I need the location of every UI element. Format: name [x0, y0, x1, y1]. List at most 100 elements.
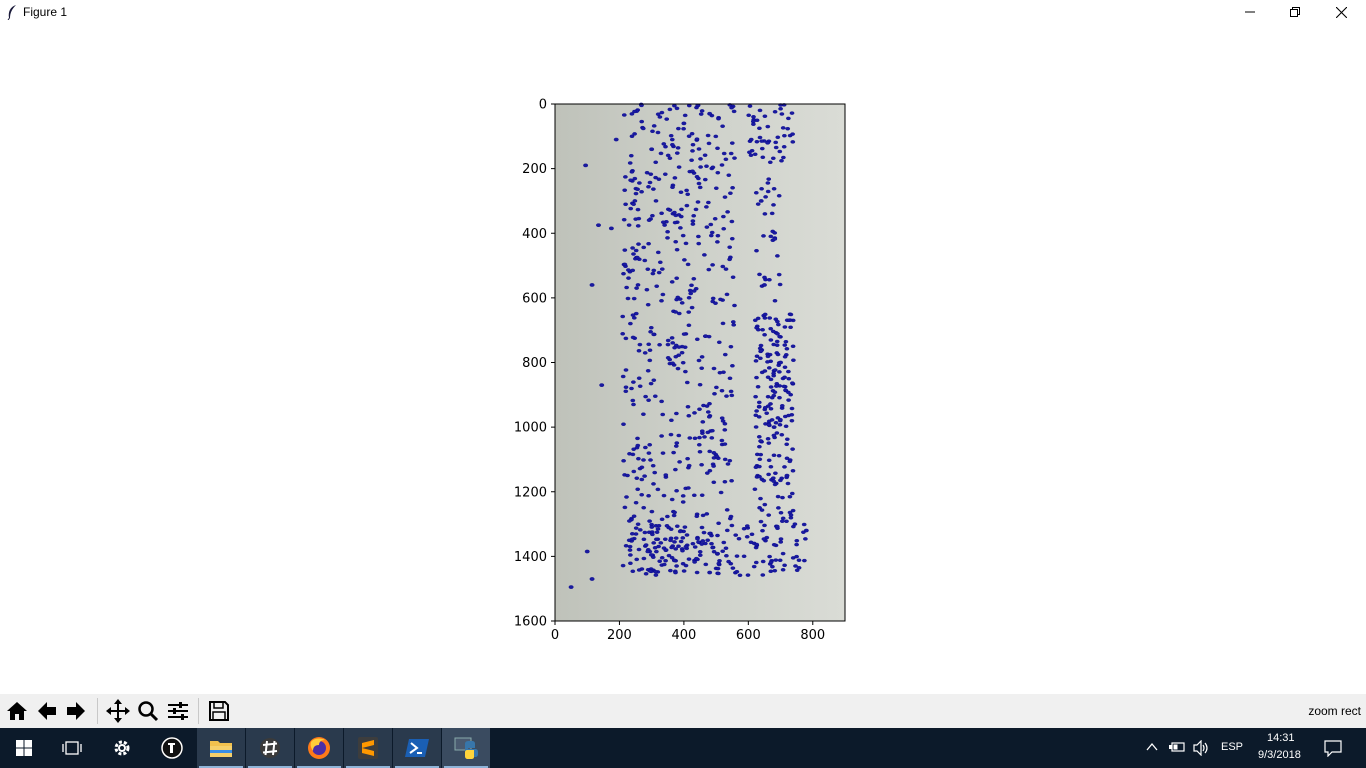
- seed-marker: [636, 457, 641, 461]
- seed-marker: [778, 478, 783, 483]
- seed-marker: [686, 323, 692, 327]
- seed-marker: [775, 416, 781, 420]
- seed-marker: [664, 524, 670, 528]
- seed-marker: [635, 224, 641, 228]
- seed-marker: [728, 562, 734, 566]
- seed-marker: [635, 187, 640, 192]
- seed-marker: [627, 161, 633, 165]
- seed-marker: [714, 186, 719, 190]
- seed-marker: [630, 246, 635, 250]
- seed-marker: [654, 537, 659, 541]
- seed-marker: [599, 383, 605, 387]
- seed-marker: [672, 558, 677, 563]
- seed-marker: [717, 340, 722, 344]
- feather-icon: [7, 5, 16, 20]
- seed-marker: [635, 283, 641, 287]
- show-hidden-icons-icon[interactable]: [1146, 742, 1158, 752]
- pan-button[interactable]: [104, 697, 131, 725]
- seed-marker: [697, 407, 702, 411]
- forward-button[interactable]: [62, 697, 89, 725]
- seed-marker: [674, 276, 680, 280]
- seed-marker: [673, 213, 679, 218]
- seed-marker: [724, 508, 730, 512]
- action-center-icon[interactable]: [1324, 739, 1342, 757]
- seed-marker: [759, 508, 765, 512]
- seed-marker: [673, 240, 679, 244]
- toolbar-separator: [97, 698, 98, 724]
- restore-button[interactable]: [1272, 0, 1318, 24]
- seed-marker: [635, 255, 640, 260]
- seed-marker: [786, 116, 791, 121]
- seed-marker: [762, 283, 767, 287]
- seed-marker: [636, 242, 641, 246]
- seed-marker: [665, 514, 670, 519]
- seed-marker: [767, 554, 772, 559]
- seed-marker: [635, 487, 641, 491]
- slack-icon: [260, 738, 280, 758]
- seed-marker: [686, 486, 691, 490]
- minimize-button[interactable]: [1227, 0, 1273, 24]
- seed-marker: [662, 562, 667, 567]
- taskbar-sublime-text[interactable]: [344, 728, 392, 768]
- task-view-button[interactable]: [48, 728, 96, 768]
- y-tick-label: 800: [522, 356, 547, 371]
- seed-marker: [786, 318, 792, 322]
- seed-marker: [722, 442, 728, 446]
- configure-subplots-button[interactable]: [164, 697, 191, 725]
- taskbar-inkscape[interactable]: [148, 728, 196, 768]
- zoom-button[interactable]: [134, 697, 161, 725]
- battery-icon[interactable]: [1168, 740, 1186, 754]
- taskbar-file-explorer[interactable]: [197, 728, 245, 768]
- seed-marker: [723, 267, 729, 271]
- taskbar-python[interactable]: [442, 728, 490, 768]
- volume-icon[interactable]: [1192, 740, 1210, 756]
- seed-marker: [707, 111, 713, 116]
- seed-marker: [796, 558, 802, 562]
- taskbar-settings[interactable]: [98, 728, 146, 768]
- seed-marker: [692, 545, 698, 549]
- seed-marker: [746, 113, 752, 118]
- seed-marker: [694, 137, 700, 141]
- seed-marker: [699, 366, 705, 370]
- taskbar-firefox[interactable]: [295, 728, 343, 768]
- back-button[interactable]: [33, 697, 60, 725]
- seed-marker: [731, 320, 736, 324]
- start-button[interactable]: [0, 728, 48, 768]
- seed-marker: [684, 533, 690, 537]
- seed-marker: [699, 542, 705, 546]
- figure-canvas[interactable]: 0 200 400 600 800 1000 1200 1400 1600 0 200 400 600 8…: [0, 24, 1366, 694]
- seed-marker: [655, 487, 661, 492]
- seed-marker: [635, 522, 641, 526]
- clock-date[interactable]: 9/3/2018: [1258, 749, 1301, 761]
- seed-marker: [760, 146, 765, 151]
- seed-marker: [672, 210, 677, 215]
- taskbar-powershell[interactable]: [393, 728, 441, 768]
- seed-marker: [636, 349, 642, 353]
- seed-marker: [705, 538, 711, 542]
- plot[interactable]: 0 200 400 600 800 1000 1200 1400 1600 0 200 400 600 8…: [0, 24, 1366, 694]
- image-background: [555, 104, 845, 621]
- seed-marker: [762, 114, 768, 118]
- seed-marker: [722, 457, 728, 462]
- seed-marker: [622, 113, 627, 117]
- clock-time[interactable]: 14:31: [1267, 732, 1295, 744]
- seed-marker: [636, 216, 642, 221]
- close-button[interactable]: [1318, 0, 1364, 24]
- seed-marker: [734, 554, 740, 558]
- taskbar-slack[interactable]: [246, 728, 294, 768]
- seed-marker: [803, 537, 808, 541]
- seed-marker: [771, 342, 777, 347]
- seed-marker: [631, 514, 637, 518]
- seed-marker: [675, 524, 680, 528]
- input-language[interactable]: ESP: [1221, 741, 1244, 753]
- seed-marker: [622, 248, 628, 252]
- seed-marker: [715, 146, 720, 151]
- seed-marker: [650, 464, 656, 468]
- save-button[interactable]: [205, 697, 232, 725]
- seed-marker: [790, 381, 795, 385]
- seed-marker: [781, 145, 787, 149]
- seed-marker: [771, 433, 777, 438]
- seed-marker: [702, 253, 707, 257]
- seed-marker: [638, 528, 643, 532]
- home-button[interactable]: [3, 697, 30, 725]
